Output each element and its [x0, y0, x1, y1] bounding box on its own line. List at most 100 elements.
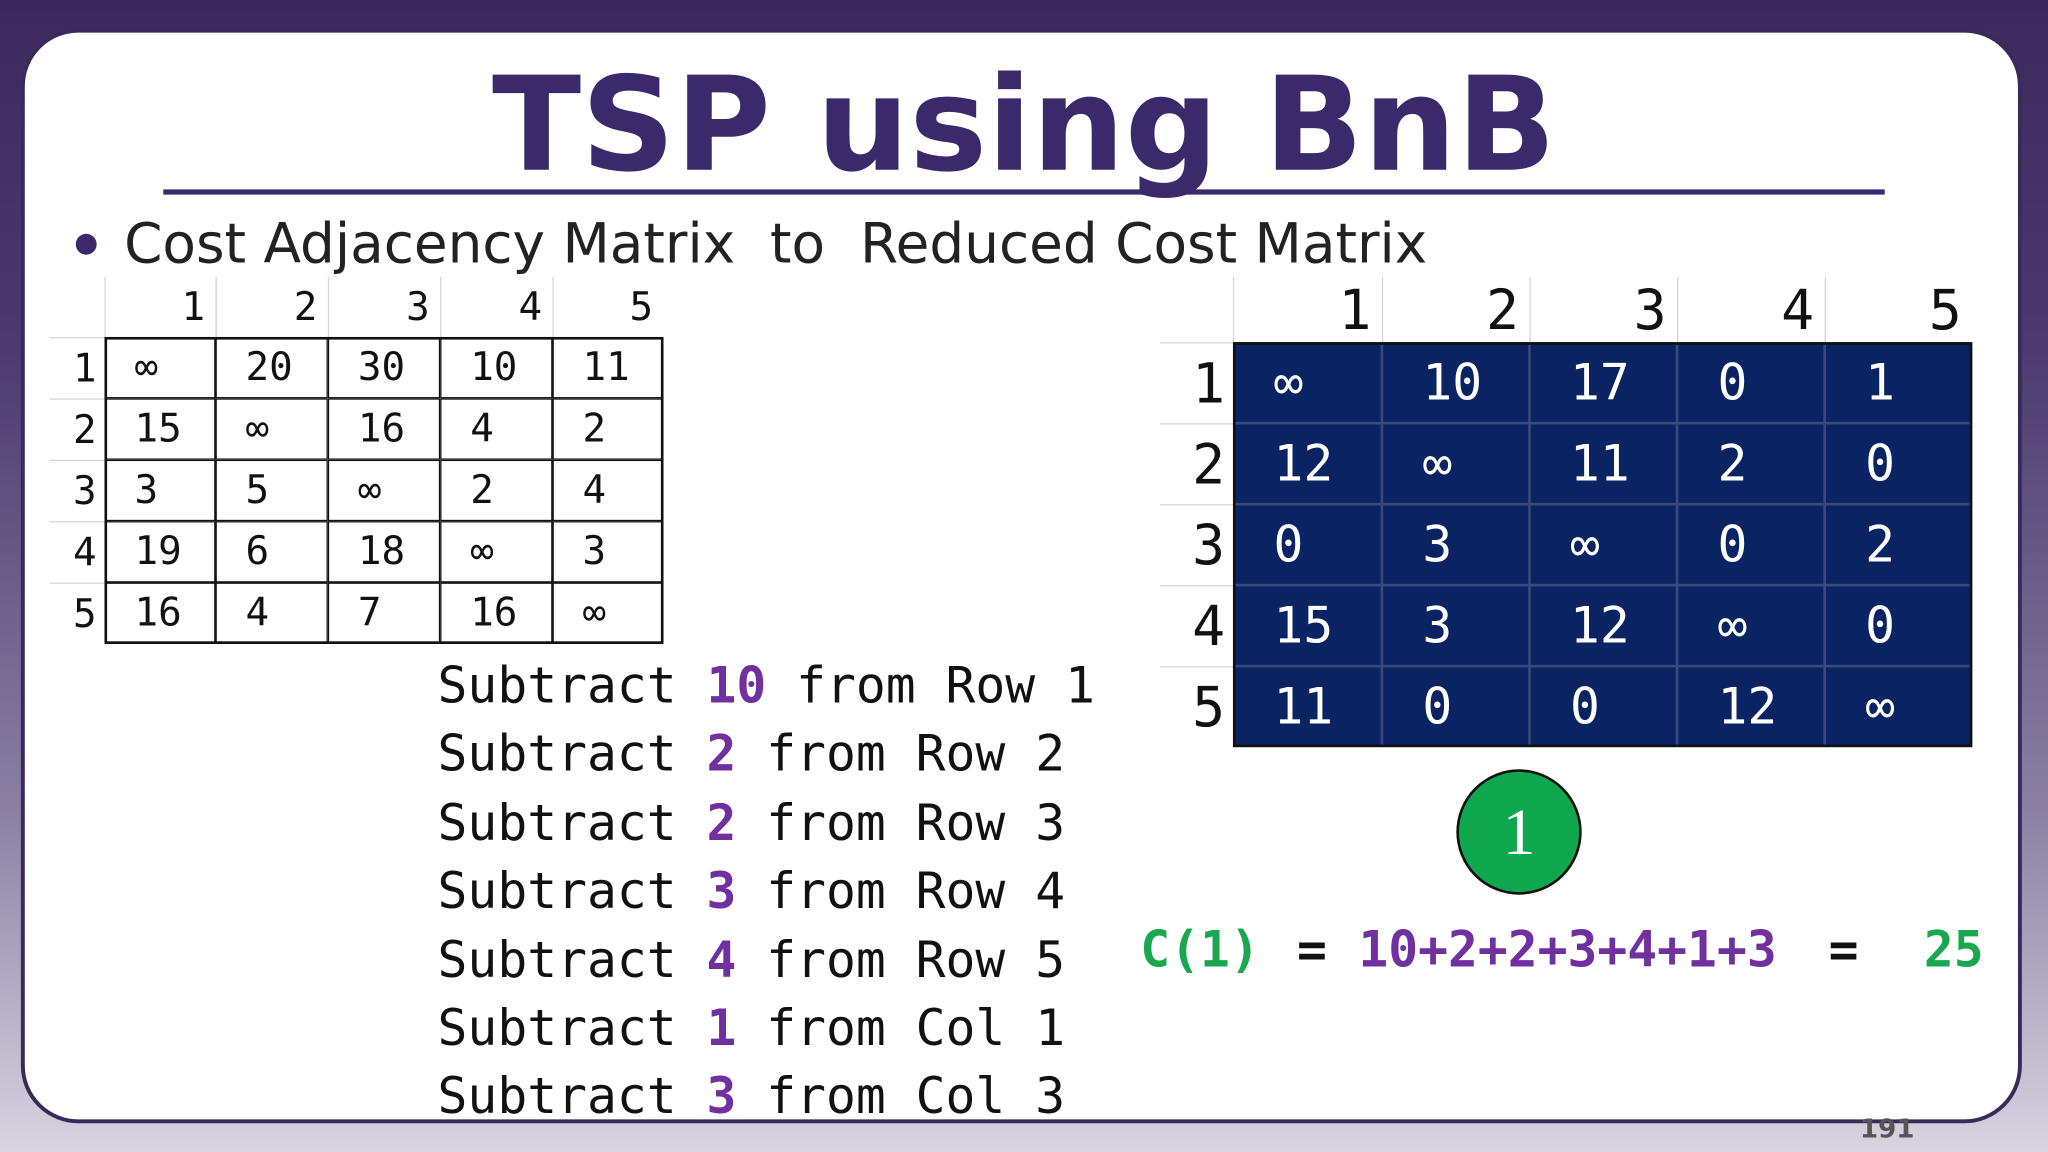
tree-node: 1 — [1456, 769, 1582, 895]
bullet-dot — [75, 233, 97, 255]
matrix-cell: 18 — [327, 521, 441, 583]
step-line: Subtract 1 from Col 1 — [438, 997, 1066, 1060]
step-amount: 3 — [706, 1067, 737, 1125]
step-amount: 4 — [706, 931, 737, 989]
matrix-cell: 7 — [327, 582, 441, 644]
column-header: 3 — [327, 276, 440, 337]
step-amount: 2 — [706, 794, 737, 852]
step-target: from Row 3 — [766, 794, 1066, 852]
matrix-cell: 2 — [440, 459, 553, 522]
matrix-cell: ∞ — [327, 459, 441, 522]
row-header: 4 — [49, 521, 105, 582]
matrix-cell: 2 — [1824, 504, 1973, 586]
matrix-cell: 1 — [1824, 342, 1973, 424]
step-target: from Col 3 — [766, 1067, 1066, 1125]
row-header: 4 — [1159, 585, 1233, 666]
step-verb: Subtract — [437, 794, 677, 852]
step-target: from Row 2 — [766, 724, 1066, 783]
matrix-cell: ∞ — [440, 521, 553, 583]
column-header: 1 — [104, 276, 215, 337]
matrix-cell: 12 — [1232, 423, 1382, 505]
matrix-cell: 0 — [1677, 504, 1825, 586]
row-header: 5 — [49, 582, 105, 644]
row-header: 2 — [1159, 423, 1233, 504]
matrix-cell: 10 — [1381, 342, 1530, 424]
step-target: from Row 5 — [766, 931, 1066, 989]
step-target: from Col 1 — [766, 999, 1066, 1057]
step-target: from Row 1 — [796, 656, 1095, 715]
matrix-cell: 3 — [1381, 504, 1530, 586]
row-header: 3 — [1159, 504, 1233, 585]
step-line: Subtract 4 from Row 5 — [438, 929, 1066, 992]
column-header: 2 — [215, 276, 328, 337]
matrix-cell: 2 — [552, 398, 664, 460]
step-line: Subtract 10 from Row 1 — [438, 654, 1095, 717]
step-verb: Subtract — [437, 999, 677, 1057]
row-header: 1 — [49, 336, 105, 398]
row-header: 2 — [49, 398, 105, 459]
step-verb: Subtract — [437, 931, 677, 989]
matrix-cell: 11 — [1529, 423, 1678, 505]
page-number: 191 — [1859, 1112, 1915, 1145]
matrix-cell: 6 — [215, 521, 328, 583]
matrix-cell: ∞ — [1677, 585, 1825, 667]
matrix-cell: 2 — [1677, 423, 1825, 505]
formula-result: 25 — [1923, 920, 1984, 979]
matrix-cell: ∞ — [1381, 423, 1530, 505]
step-verb: Subtract — [437, 862, 677, 920]
matrix-cell: 16 — [327, 398, 441, 460]
table-border — [104, 336, 664, 644]
matrix-cell: 4 — [440, 398, 553, 460]
step-amount: 1 — [706, 999, 737, 1057]
column-header: 4 — [1677, 276, 1825, 343]
step-line: Subtract 3 from Row 4 — [438, 859, 1066, 922]
column-header: 1 — [1232, 276, 1382, 343]
matrix-cell: 0 — [1529, 666, 1678, 748]
formula-equals: = — [1828, 920, 1859, 979]
matrix-cell: 0 — [1824, 423, 1973, 505]
matrix-cell: 3 — [104, 459, 216, 522]
step-verb: Subtract — [437, 656, 677, 715]
matrix-cell: 15 — [1232, 585, 1382, 667]
matrix-cell: ∞ — [1824, 666, 1973, 748]
title: TSP using BnB — [492, 48, 1556, 202]
matrix-cell: 30 — [327, 336, 441, 399]
matrix-cell: 11 — [552, 336, 664, 399]
matrix-cell: 12 — [1529, 585, 1678, 667]
matrix-cell: 0 — [1232, 504, 1382, 586]
step-line: Subtract 3 from Col 3 — [438, 1064, 1066, 1127]
step-line: Subtract 2 from Row 3 — [438, 792, 1066, 855]
formula-equals: = — [1296, 920, 1327, 979]
row-header: 5 — [1159, 666, 1233, 747]
matrix-cell: 10 — [440, 336, 553, 399]
column-header: 3 — [1529, 276, 1677, 343]
column-header: 2 — [1381, 276, 1530, 343]
matrix-cell: ∞ — [1529, 504, 1678, 586]
title-rule — [163, 189, 1885, 195]
matrix-cell: 4 — [552, 459, 664, 522]
matrix-cell: 12 — [1677, 666, 1825, 748]
row-header: 1 — [1159, 342, 1233, 423]
bullet-text: Cost Adjacency Matrix to Reduced Cost Ma… — [124, 211, 1428, 276]
step-verb: Subtract — [437, 1067, 677, 1125]
column-header: 5 — [1824, 276, 1973, 343]
formula-terms: 10+2+2+3+4+1+3 — [1358, 920, 1777, 979]
column-header: 5 — [552, 276, 663, 337]
row-header: 3 — [49, 459, 105, 521]
matrix-cell: ∞ — [104, 336, 216, 399]
step-target: from Row 4 — [766, 862, 1066, 920]
matrix-cell: 3 — [1381, 585, 1530, 667]
matrix-cell: ∞ — [215, 398, 328, 460]
step-amount: 2 — [706, 724, 737, 783]
table-border — [1232, 342, 1973, 748]
formula-lhs: C(1) — [1140, 920, 1260, 979]
matrix-cell: 15 — [104, 398, 216, 460]
matrix-cell: 5 — [215, 459, 328, 522]
matrix-cell: 16 — [104, 582, 216, 644]
matrix-cell: 19 — [104, 521, 216, 583]
column-header: 4 — [440, 276, 552, 337]
matrix-cell: 0 — [1677, 342, 1825, 424]
step-verb: Subtract — [437, 724, 677, 783]
